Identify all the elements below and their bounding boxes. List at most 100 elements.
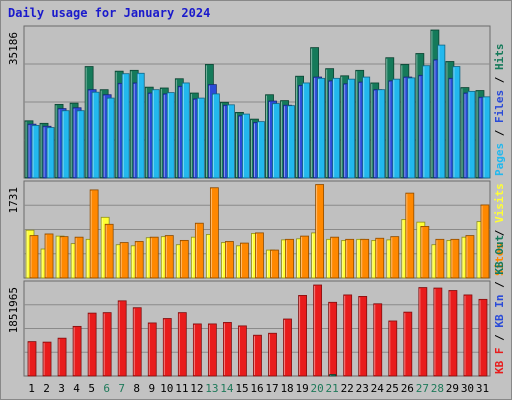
legend-separator: / xyxy=(493,223,506,243)
x-tick-label: 16 xyxy=(250,382,263,395)
kb-f-bar xyxy=(27,341,37,377)
sites-bar xyxy=(270,249,279,279)
legend-pages: Pages xyxy=(493,143,506,176)
kb-f-bar xyxy=(72,325,82,377)
legend-separator: / xyxy=(493,328,506,348)
x-tick-label: 8 xyxy=(133,382,140,395)
pages-bar xyxy=(347,78,356,179)
sites-bar xyxy=(330,236,340,279)
legend-kb-f: KB F xyxy=(493,348,506,375)
x-tick-label: 4 xyxy=(73,382,80,395)
pages-bar xyxy=(211,93,220,179)
pages-bar xyxy=(422,65,431,179)
kb-f-bar xyxy=(102,312,112,377)
x-tick-label: 9 xyxy=(148,382,155,395)
x-tick-label: 22 xyxy=(341,382,354,395)
kb-f-bar xyxy=(207,323,217,377)
sites-bar xyxy=(345,238,355,279)
x-tick-label: 10 xyxy=(160,382,173,395)
legend-separator: / xyxy=(493,70,506,90)
legend-kb-in: KB In xyxy=(493,295,506,328)
sites-bar xyxy=(480,204,490,279)
x-tick-label: 13 xyxy=(205,382,218,395)
sites-bar xyxy=(179,239,189,279)
sites-bar xyxy=(164,235,174,279)
sites-bar xyxy=(44,233,54,279)
panel-3-ymax-label: 1851965 xyxy=(7,287,20,333)
sites-bar xyxy=(360,238,370,279)
x-tick-label: 29 xyxy=(446,382,459,395)
kb-f-bar xyxy=(343,294,353,377)
kb-f-bar xyxy=(298,295,307,377)
pages-bar xyxy=(242,113,250,179)
sites-bar xyxy=(29,235,39,279)
kb-f-bar xyxy=(478,298,488,377)
panel-3-legend: KB F / KB In / KB Out xyxy=(493,235,506,374)
kb-f-bar xyxy=(162,318,172,377)
sites-bar xyxy=(74,236,84,279)
kb-f-bar xyxy=(87,312,97,377)
sites-bar xyxy=(194,222,204,279)
kb-f-bar xyxy=(433,287,443,377)
pages-bar xyxy=(452,66,461,179)
panel-2-legend: Sites / Visits xyxy=(493,183,506,276)
sites-bar xyxy=(465,235,475,279)
kb-f-bar xyxy=(358,295,368,377)
sites-bar xyxy=(435,238,445,279)
sites-bar xyxy=(300,235,309,279)
sites-bar xyxy=(209,187,219,279)
x-tick-label: 28 xyxy=(431,382,444,395)
kb-f-bar xyxy=(177,312,187,377)
kb-f-bar xyxy=(418,287,428,377)
pages-bar xyxy=(407,77,416,179)
kb-f-bar xyxy=(132,307,142,377)
x-tick-label: 23 xyxy=(356,382,369,395)
sites-bar xyxy=(104,223,114,279)
kb-f-bar xyxy=(388,320,398,377)
kb-f-bar xyxy=(192,323,202,377)
pages-bar xyxy=(257,121,265,179)
sites-bar xyxy=(89,189,99,279)
sites-bar xyxy=(285,238,294,279)
legend-sites: Sites xyxy=(493,243,506,276)
sites-bar xyxy=(149,236,159,279)
kb-f-bar xyxy=(268,332,277,377)
x-tick-label: 27 xyxy=(416,382,429,395)
x-tick-label: 19 xyxy=(295,382,308,395)
panel-2-ymax-label: 1731 xyxy=(7,187,20,214)
pages-bar xyxy=(196,97,205,179)
sites-bar xyxy=(240,242,249,279)
pages-bar xyxy=(76,110,85,179)
pages-bar xyxy=(181,82,190,179)
x-tick-label: 18 xyxy=(280,382,293,395)
x-tick-label: 30 xyxy=(461,382,474,395)
x-tick-label: 1 xyxy=(28,382,35,395)
pages-bar xyxy=(377,89,386,179)
x-tick-label: 11 xyxy=(175,382,188,395)
sites-bar xyxy=(255,232,264,279)
pages-bar xyxy=(287,105,295,179)
panel-1-legend: Pages / Files / Hits xyxy=(493,44,506,177)
sites-bar xyxy=(450,238,460,279)
pages-bar xyxy=(31,125,40,179)
x-tick-label: 5 xyxy=(88,382,95,395)
pages-bar xyxy=(46,127,55,179)
legend-separator: / xyxy=(493,123,506,143)
pages-bar xyxy=(151,89,160,179)
x-tick-label: 6 xyxy=(103,382,110,395)
pages-bar xyxy=(332,77,341,179)
kb-f-bar xyxy=(117,300,127,377)
x-tick-label: 15 xyxy=(235,382,248,395)
sites-bar xyxy=(119,242,129,279)
panel-1-ymax-label: 35186 xyxy=(7,32,20,65)
pages-bar xyxy=(302,82,310,179)
pages-bar xyxy=(317,77,326,179)
pages-bar xyxy=(121,73,130,179)
pages-bar xyxy=(227,104,235,179)
kb-out-bar xyxy=(329,374,337,377)
sites-bar xyxy=(315,184,325,279)
kb-f-bar xyxy=(42,341,52,377)
x-tick-label: 24 xyxy=(371,382,385,395)
legend-visits: Visits xyxy=(493,183,506,223)
kb-f-bar xyxy=(253,334,262,377)
